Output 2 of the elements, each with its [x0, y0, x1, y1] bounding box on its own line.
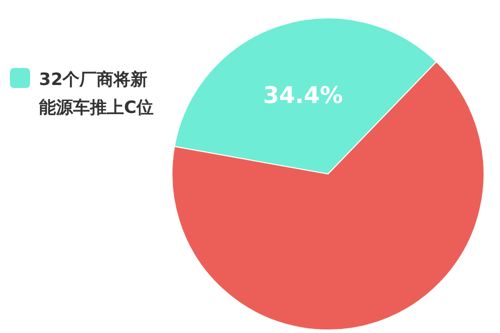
legend-label: 32个厂商将新能源车推上C位 [39, 69, 154, 120]
data-label: 34.4% [263, 83, 343, 110]
